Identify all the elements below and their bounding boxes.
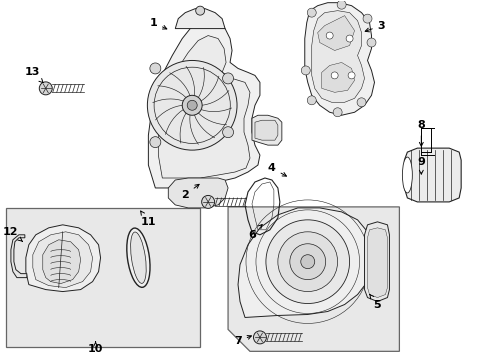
Circle shape [336,0,346,9]
Text: 6: 6 [247,225,262,240]
Circle shape [362,14,371,23]
Circle shape [330,72,337,79]
Ellipse shape [130,232,146,283]
Polygon shape [251,115,281,145]
Circle shape [289,244,325,280]
Circle shape [325,32,332,39]
Circle shape [347,72,354,79]
Text: 5: 5 [369,294,381,310]
Polygon shape [254,120,277,140]
Polygon shape [317,15,354,50]
Circle shape [366,38,375,47]
Text: 10: 10 [88,342,103,354]
Circle shape [147,60,237,150]
Circle shape [195,6,204,15]
Polygon shape [168,178,227,208]
Text: 12: 12 [3,227,22,242]
Circle shape [332,108,342,117]
Circle shape [265,220,349,303]
Text: 3: 3 [365,21,385,32]
Text: 2: 2 [181,184,199,200]
Text: 9: 9 [417,157,425,174]
Circle shape [306,8,316,17]
Polygon shape [175,9,224,28]
Polygon shape [311,11,364,102]
Circle shape [149,137,161,148]
Circle shape [356,98,366,107]
Polygon shape [33,232,92,288]
Text: 11: 11 [141,211,156,227]
Circle shape [222,127,233,138]
Polygon shape [148,21,260,188]
Circle shape [39,82,52,95]
Circle shape [253,331,266,344]
FancyBboxPatch shape [6,208,200,347]
Text: 7: 7 [234,336,251,346]
Circle shape [201,195,214,208]
Circle shape [346,35,352,42]
Polygon shape [321,62,354,92]
Polygon shape [404,148,460,202]
Polygon shape [238,208,371,318]
Polygon shape [304,3,374,115]
Circle shape [149,63,161,74]
Polygon shape [26,225,101,292]
Circle shape [277,232,337,292]
Circle shape [306,96,316,105]
Polygon shape [227,207,399,351]
Polygon shape [364,222,388,302]
Polygon shape [367,228,386,298]
Polygon shape [42,240,81,284]
Polygon shape [158,36,249,178]
Text: 8: 8 [417,120,425,146]
Ellipse shape [402,157,411,193]
Circle shape [222,73,233,84]
Text: 13: 13 [25,67,43,83]
Circle shape [182,95,202,115]
Circle shape [301,66,309,75]
Polygon shape [11,235,27,278]
Text: 4: 4 [267,163,286,176]
Circle shape [187,100,197,110]
Text: 1: 1 [149,18,166,29]
Ellipse shape [126,228,150,287]
Circle shape [300,255,314,269]
